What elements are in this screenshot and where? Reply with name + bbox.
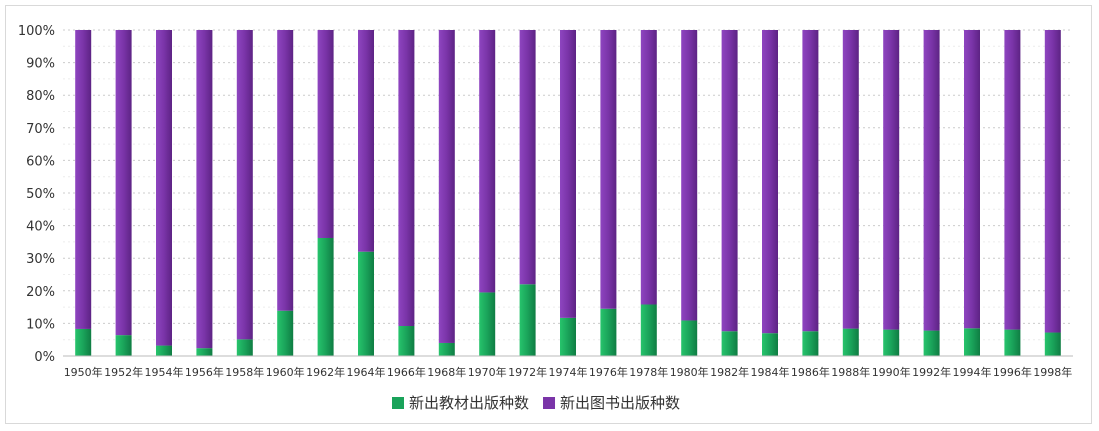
x-tick-label: 1956年 bbox=[185, 365, 224, 379]
bar-books bbox=[600, 30, 617, 309]
y-tick-label: 100% bbox=[18, 24, 55, 39]
bar-textbook bbox=[398, 326, 415, 356]
x-tick-label: 1968年 bbox=[427, 365, 466, 379]
bar-books bbox=[317, 30, 334, 238]
bar-textbook bbox=[721, 331, 738, 356]
bar-textbook bbox=[1044, 332, 1061, 356]
y-tick-label: 30% bbox=[26, 252, 55, 267]
y-tick-label: 60% bbox=[26, 154, 55, 169]
x-tick-label: 1952年 bbox=[104, 365, 143, 379]
x-tick-label: 1950年 bbox=[64, 365, 103, 379]
bar-textbook bbox=[600, 308, 617, 356]
bar-books bbox=[115, 30, 132, 336]
bar-books bbox=[236, 30, 253, 340]
bar-books bbox=[883, 30, 900, 330]
bar-books bbox=[438, 30, 455, 343]
bar-textbook bbox=[438, 342, 455, 356]
bar-textbook bbox=[640, 304, 657, 356]
x-tick-label: 1988年 bbox=[831, 365, 870, 379]
x-tick-label: 1966年 bbox=[387, 365, 426, 379]
x-tick-label: 1990年 bbox=[872, 365, 911, 379]
bar-textbook bbox=[883, 329, 900, 356]
y-tick-label: 40% bbox=[26, 220, 55, 235]
bar-textbook bbox=[479, 292, 496, 356]
bar-books bbox=[196, 30, 213, 349]
x-tick-label: 1996年 bbox=[993, 365, 1032, 379]
x-axis: 1950年 1952年 1954年 1956年 1958年 1960年 1962年 1964年… bbox=[63, 355, 1073, 379]
bar-textbook bbox=[277, 310, 294, 356]
chart-frame bbox=[5, 5, 1092, 424]
bar-textbook bbox=[317, 237, 334, 356]
bar-textbook bbox=[75, 328, 92, 356]
x-tick-label: 1960年 bbox=[266, 365, 305, 379]
bar-books bbox=[560, 30, 576, 318]
bar-books bbox=[721, 30, 738, 332]
y-tick-label: 20% bbox=[26, 285, 55, 300]
x-tick-label: 1980年 bbox=[670, 365, 709, 379]
bar-textbook bbox=[802, 331, 819, 356]
bar-textbook bbox=[560, 317, 576, 356]
bar-textbook bbox=[519, 284, 536, 356]
legend-label: 新出教材出版种数 bbox=[409, 394, 529, 412]
legend: 新出教材出版种数 新出图书出版种数 bbox=[392, 394, 680, 412]
bar-textbook bbox=[964, 328, 980, 356]
bar-books bbox=[802, 30, 819, 332]
x-tick-label: 1982年 bbox=[710, 365, 749, 379]
x-tick-label: 1976年 bbox=[589, 365, 628, 379]
bar-books bbox=[479, 30, 496, 293]
bar-textbook bbox=[842, 328, 859, 356]
x-tick-label: 1994年 bbox=[953, 365, 992, 379]
bar-books bbox=[1044, 30, 1061, 333]
x-tick-label: 1962年 bbox=[306, 365, 345, 379]
bar-books bbox=[842, 30, 859, 329]
bar-textbook bbox=[115, 335, 132, 356]
y-tick-label: 80% bbox=[26, 89, 55, 104]
x-tick-label: 1958年 bbox=[225, 365, 264, 379]
bar-books bbox=[358, 30, 374, 252]
x-tick-label: 1972年 bbox=[508, 365, 547, 379]
y-tick-label: 90% bbox=[26, 57, 55, 72]
bar-books bbox=[923, 30, 940, 331]
legend-label: 新出图书出版种数 bbox=[560, 394, 680, 412]
x-tick-label: 1986年 bbox=[791, 365, 830, 379]
bar-textbook bbox=[1004, 329, 1021, 356]
x-tick-label: 1964年 bbox=[347, 365, 386, 379]
bar-books bbox=[964, 30, 980, 329]
bars bbox=[75, 30, 1061, 356]
bar-textbook bbox=[358, 251, 374, 356]
bar-books bbox=[681, 30, 698, 321]
x-tick-label: 1954年 bbox=[145, 365, 184, 379]
bar-textbook bbox=[681, 320, 698, 356]
y-tick-label: 70% bbox=[26, 122, 55, 137]
legend-swatch bbox=[392, 397, 404, 409]
bar-books bbox=[1004, 30, 1021, 330]
bar-textbook bbox=[196, 348, 213, 356]
y-tick-label: 50% bbox=[26, 187, 55, 202]
bar-books bbox=[156, 30, 172, 346]
x-tick-label: 1978年 bbox=[629, 365, 668, 379]
y-axis: 0% 10% 20% 30% 40% 50% 60% 70% 80% 90% 100% bbox=[18, 24, 55, 365]
bar-books bbox=[277, 30, 294, 311]
x-tick-label: 1970年 bbox=[468, 365, 507, 379]
bar-books bbox=[762, 30, 778, 334]
bar-books bbox=[75, 30, 92, 329]
x-tick-label: 1998年 bbox=[1033, 365, 1072, 379]
y-tick-label: 10% bbox=[26, 317, 55, 332]
bar-books bbox=[519, 30, 536, 285]
legend-swatch bbox=[543, 397, 556, 409]
bar-textbook bbox=[762, 333, 778, 356]
bar-textbook bbox=[156, 345, 172, 356]
x-tick-label: 1984年 bbox=[751, 365, 790, 379]
bar-books bbox=[640, 30, 657, 305]
bar-books bbox=[398, 30, 415, 327]
bar-textbook bbox=[236, 339, 253, 356]
bar-textbook bbox=[923, 330, 940, 356]
y-tick-label: 0% bbox=[34, 350, 55, 365]
x-tick-label: 1974年 bbox=[549, 365, 588, 379]
x-tick-label: 1992年 bbox=[912, 365, 951, 379]
